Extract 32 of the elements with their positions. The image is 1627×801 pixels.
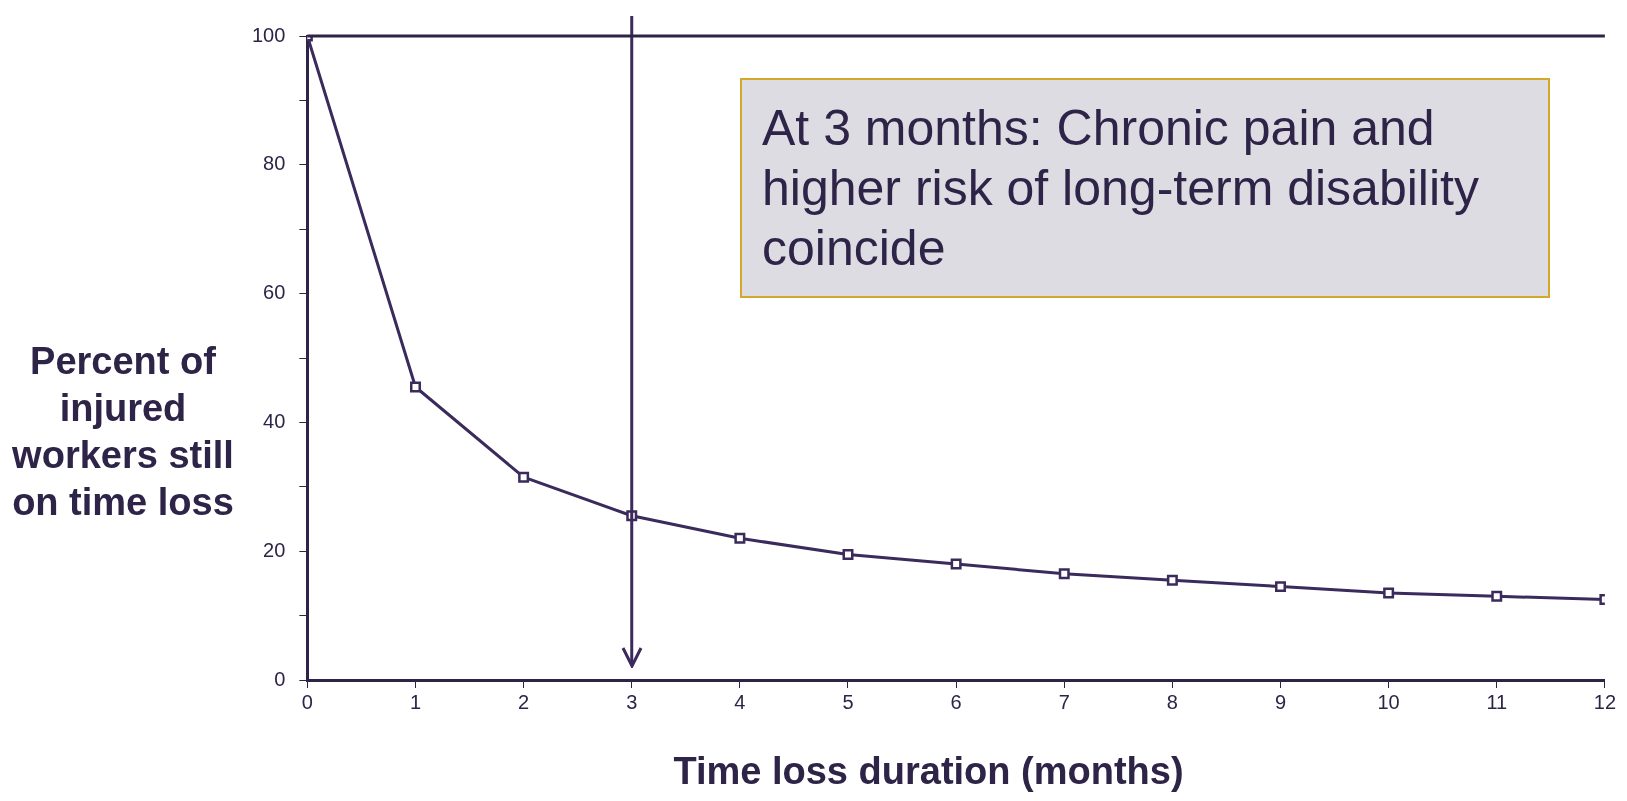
point — [950, 558, 962, 570]
x-tick-label: 1 — [409, 690, 422, 713]
point — [1058, 568, 1070, 580]
y-tick-label: 0 — [274, 667, 286, 690]
point — [1491, 590, 1503, 602]
y-tick-label: 80 — [263, 152, 286, 175]
y-axis-title: Percent of injured workers still on time loss — [11, 339, 235, 525]
x-tick-label: 7 — [1058, 690, 1070, 713]
point — [734, 532, 746, 544]
point — [1275, 581, 1286, 593]
x-tick-label: 9 — [1274, 690, 1287, 713]
point — [518, 471, 530, 483]
x-tick-label: 2 — [518, 690, 530, 713]
x-tick-label: 8 — [1166, 690, 1178, 713]
y-tick-label: 100 — [251, 23, 286, 46]
x-axis-title: Time loss duration (months) — [672, 750, 1185, 793]
x-tick-label: 12 — [1593, 690, 1616, 713]
x-tick-label: 5 — [842, 690, 854, 713]
x-tick-label: 3 — [626, 690, 638, 713]
point — [842, 548, 854, 560]
y-tick-label: 60 — [263, 281, 286, 304]
y-tick-label: 40 — [263, 409, 286, 432]
x-tick-label: 4 — [734, 690, 746, 713]
annotation: At 3 months: Chronic pain and higher risk of long-term disability coincide — [740, 78, 1550, 298]
x-tick-label: 6 — [950, 690, 962, 713]
point — [1166, 574, 1178, 586]
x-tick-label: 10 — [1377, 690, 1400, 713]
point — [410, 381, 421, 393]
x-tick-label: 11 — [1486, 690, 1508, 713]
point — [1383, 587, 1395, 599]
y-tick-label: 20 — [263, 538, 286, 561]
x-tick-label: 0 — [301, 690, 313, 713]
